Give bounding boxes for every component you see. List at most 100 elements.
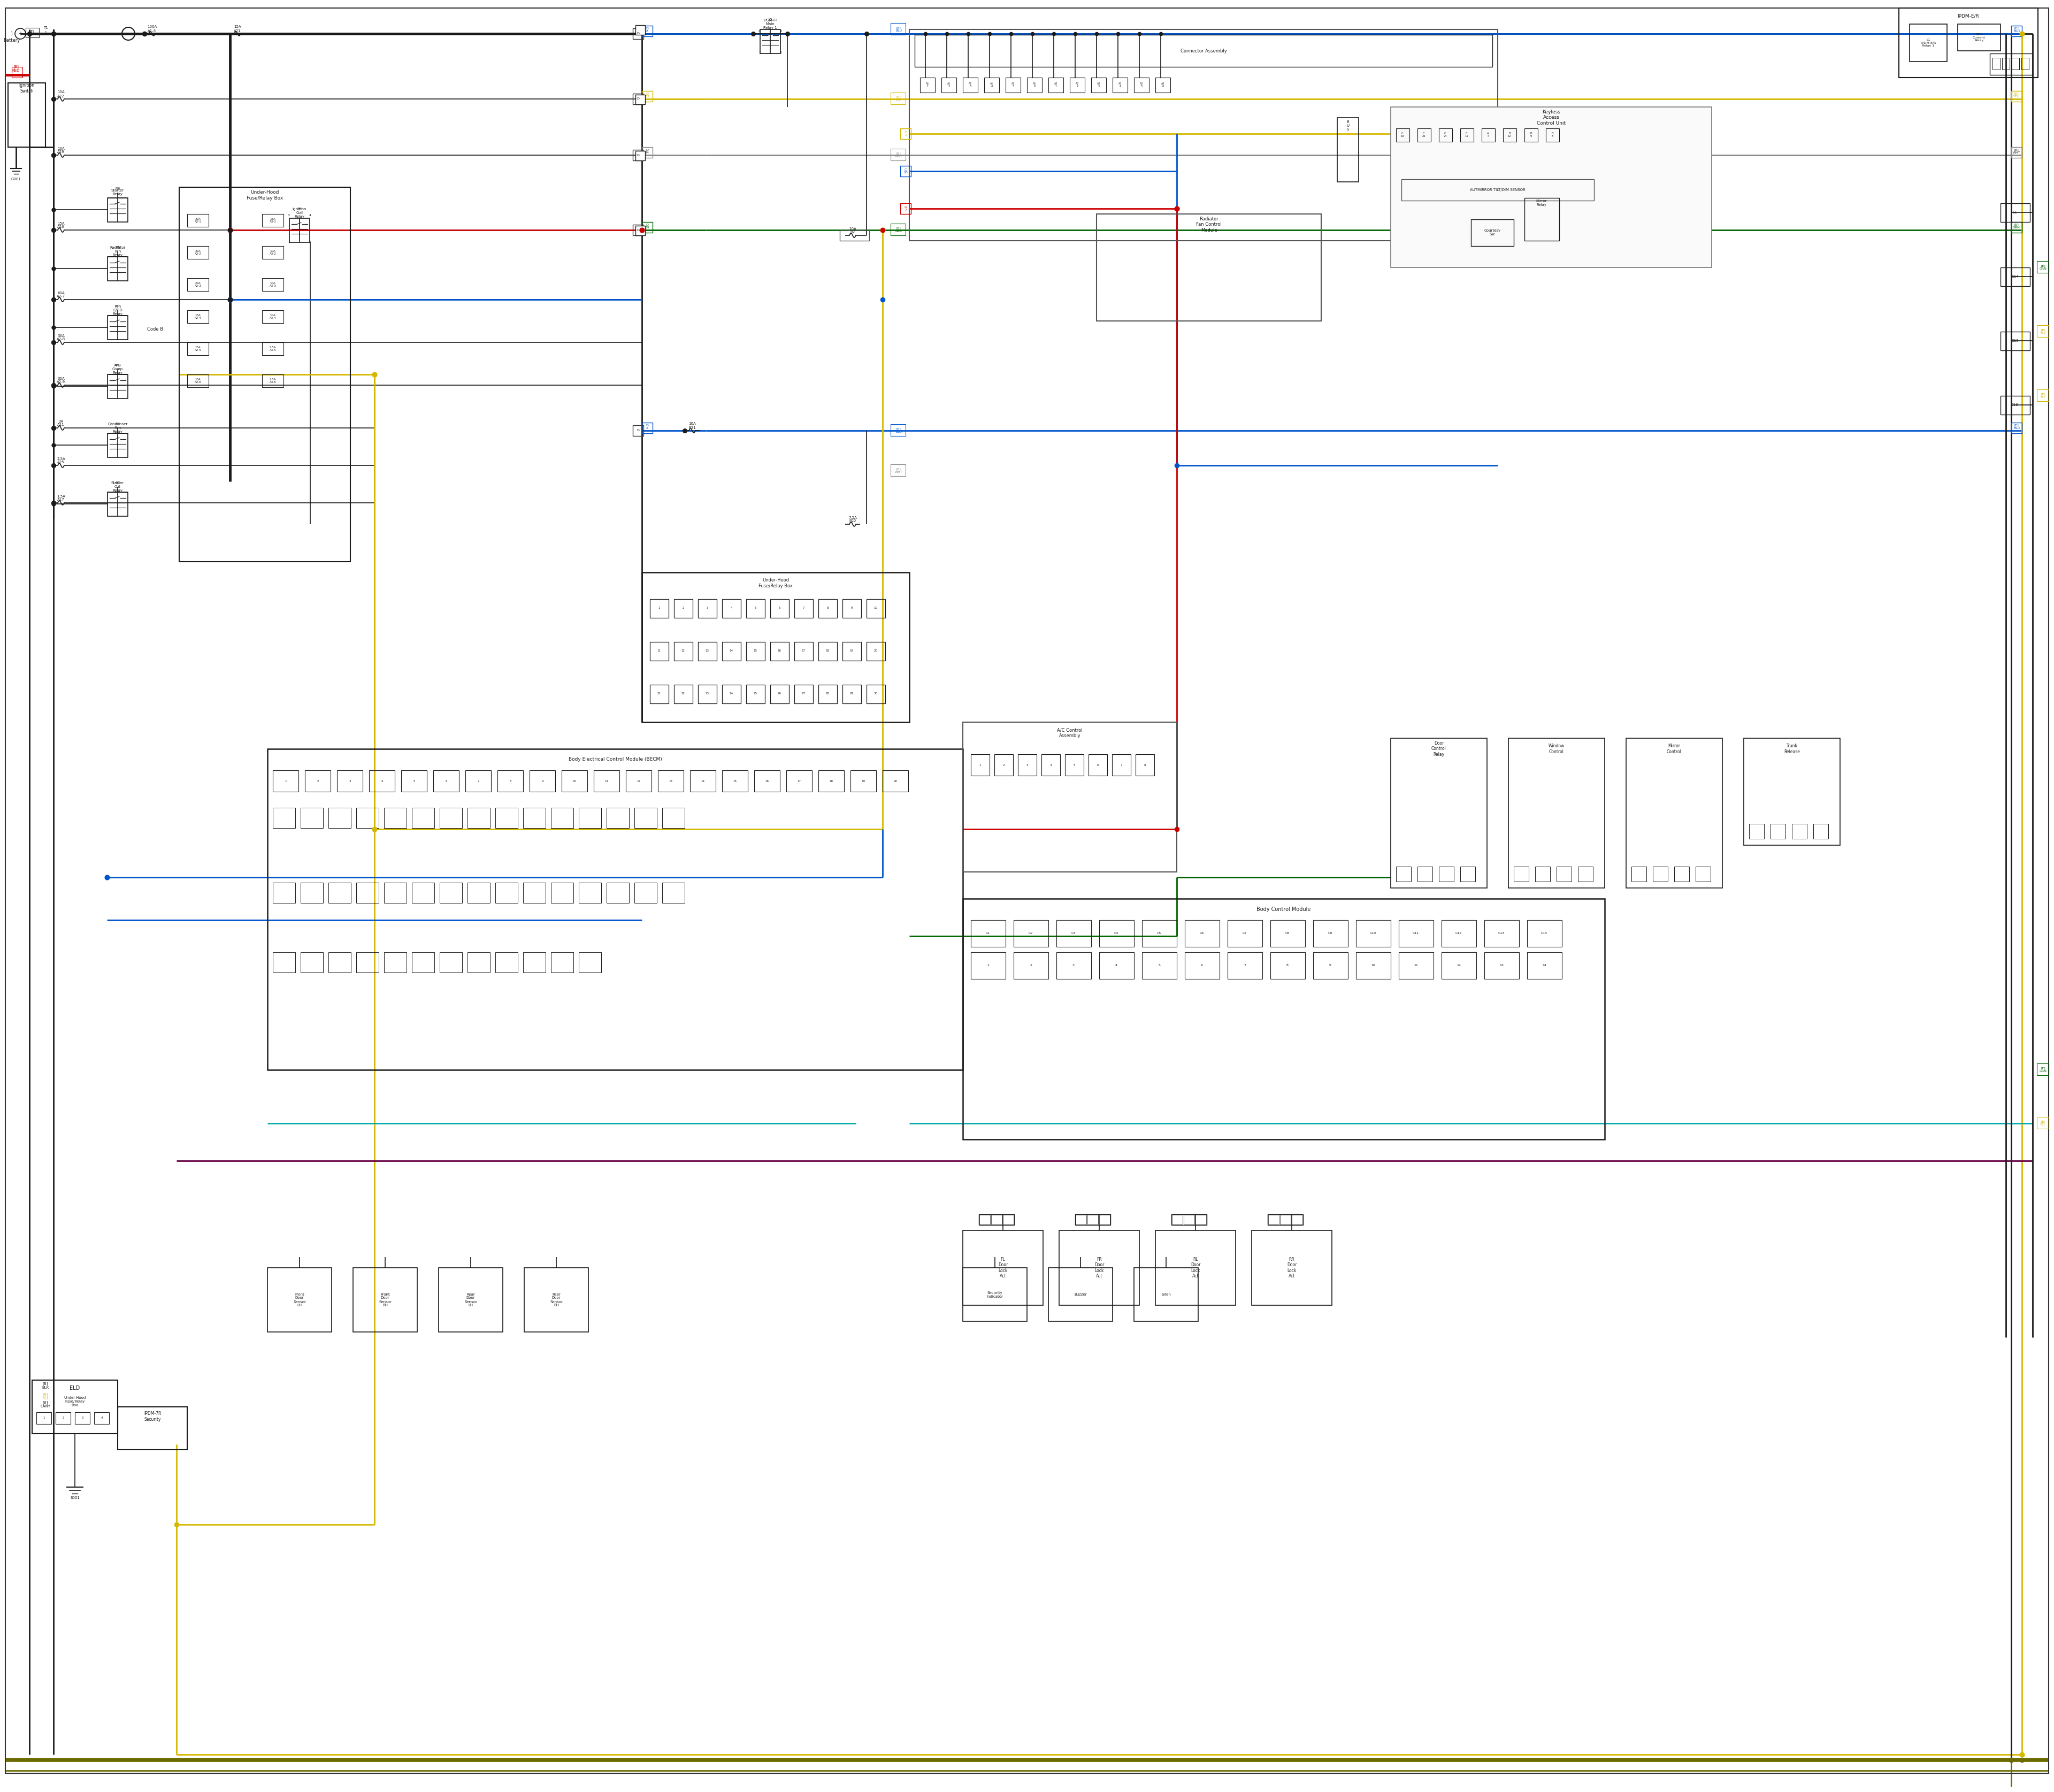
Bar <box>972 919 1006 946</box>
Bar <box>641 147 653 158</box>
Text: 10A
A3-3: 10A A3-3 <box>269 281 275 287</box>
Text: D: D <box>637 430 639 432</box>
Bar <box>2038 262 2048 272</box>
Text: IPDM-7R
Security: IPDM-7R Security <box>144 1412 160 1421</box>
Bar <box>900 202 910 213</box>
Bar <box>337 771 364 792</box>
Point <box>90 864 123 892</box>
Text: 10A
B31: 10A B31 <box>688 423 696 430</box>
Text: 20A
A2-3: 20A A2-3 <box>195 281 201 287</box>
Bar <box>1048 77 1064 93</box>
Point <box>37 314 70 342</box>
Bar <box>273 771 298 792</box>
Text: [B]
BLK: [B] BLK <box>41 1382 49 1389</box>
Point <box>1124 20 1156 48</box>
Text: Starter
Relay: Starter Relay <box>111 190 123 195</box>
Text: M6: M6 <box>115 186 119 190</box>
Text: M3: M3 <box>115 423 121 425</box>
Bar <box>1440 867 1454 882</box>
Bar <box>1142 919 1177 946</box>
Bar <box>817 642 838 661</box>
Point <box>2005 1740 2038 1769</box>
Text: [E]
WHT: [E] WHT <box>896 468 902 473</box>
Bar <box>1417 867 1432 882</box>
Bar <box>795 599 813 618</box>
Text: Starter
Cut
Relay: Starter Cut Relay <box>111 482 123 493</box>
Bar <box>649 599 670 618</box>
Bar <box>263 310 283 323</box>
Text: A1
2: A1 2 <box>947 82 951 88</box>
Bar <box>633 93 643 104</box>
Text: [E]
WHT: [E] WHT <box>29 30 37 36</box>
Bar <box>746 599 764 618</box>
Bar <box>579 883 602 903</box>
Text: [E]
GRN: [E] GRN <box>2040 265 2048 271</box>
Bar <box>1898 7 2038 77</box>
Text: Courtesy
Sw: Courtesy Sw <box>1485 229 1501 237</box>
Text: [B]
YEL: [B] YEL <box>43 1392 49 1400</box>
Text: Condenser
Fan
Relay: Condenser Fan Relay <box>107 423 127 434</box>
Text: B
12: B 12 <box>1508 133 1512 138</box>
Point <box>357 815 390 844</box>
Text: C
22: C 22 <box>1421 133 1425 138</box>
Bar <box>1814 824 1828 839</box>
Text: 1: 1 <box>45 30 47 34</box>
Text: D
19: D 19 <box>645 224 649 229</box>
Text: 20: 20 <box>873 650 877 652</box>
Bar <box>1228 952 1263 978</box>
Text: 20: 20 <box>893 780 898 783</box>
Bar <box>980 1215 990 1224</box>
Bar <box>413 808 433 828</box>
Bar <box>8 82 45 147</box>
Bar <box>550 883 573 903</box>
Point <box>37 84 70 113</box>
Bar <box>994 754 1013 776</box>
Text: [B]
CANY: [B] CANY <box>41 1401 51 1409</box>
Text: D
24: D 24 <box>645 149 649 154</box>
Text: 30A
A2-2: 30A A2-2 <box>195 249 201 256</box>
Bar <box>1397 129 1409 142</box>
Bar <box>674 599 692 618</box>
Point <box>1161 194 1193 222</box>
Bar <box>770 642 789 661</box>
Bar <box>1113 77 1128 93</box>
Bar <box>468 808 491 828</box>
Bar <box>1514 867 1528 882</box>
Bar <box>2011 222 2021 233</box>
Bar <box>842 599 861 618</box>
Text: 30A
A2-1: 30A A2-1 <box>195 217 201 224</box>
Bar <box>1013 919 1048 946</box>
Bar <box>1526 952 1561 978</box>
Bar <box>579 952 602 973</box>
Bar <box>900 129 910 140</box>
Text: 7.5A
A3-6: 7.5A A3-6 <box>269 378 275 383</box>
Text: A2
1: A2 1 <box>1054 82 1058 88</box>
Text: Radiator
Fan Control
Module: Radiator Fan Control Module <box>1195 217 1222 233</box>
Text: L1
IPDM-E/R
Relay 1: L1 IPDM-E/R Relay 1 <box>1920 38 1935 47</box>
Text: [E]
YEL: [E] YEL <box>2013 93 2019 99</box>
Bar <box>55 1412 70 1425</box>
Bar <box>698 642 717 661</box>
Text: [E]
GRN: [E] GRN <box>896 228 902 233</box>
Text: 4: 4 <box>758 30 760 32</box>
Bar <box>1099 952 1134 978</box>
Point <box>974 20 1006 48</box>
Text: 19: 19 <box>850 650 852 652</box>
Bar <box>963 1231 1043 1305</box>
Bar <box>263 213 283 228</box>
Text: 15: 15 <box>733 780 737 783</box>
Bar <box>1251 1231 1331 1305</box>
Bar <box>649 642 670 661</box>
Text: 14: 14 <box>729 650 733 652</box>
Text: M4: M4 <box>298 208 302 210</box>
Bar <box>1074 1215 1111 1226</box>
Text: C9: C9 <box>1329 932 1333 935</box>
Bar <box>2001 396 2029 414</box>
Point <box>357 815 390 844</box>
Bar <box>530 771 555 792</box>
Text: C
10: C 10 <box>904 168 908 174</box>
Text: 12: 12 <box>682 650 684 652</box>
Bar <box>263 278 283 290</box>
Text: 6: 6 <box>1202 964 1204 968</box>
Bar <box>795 642 813 661</box>
